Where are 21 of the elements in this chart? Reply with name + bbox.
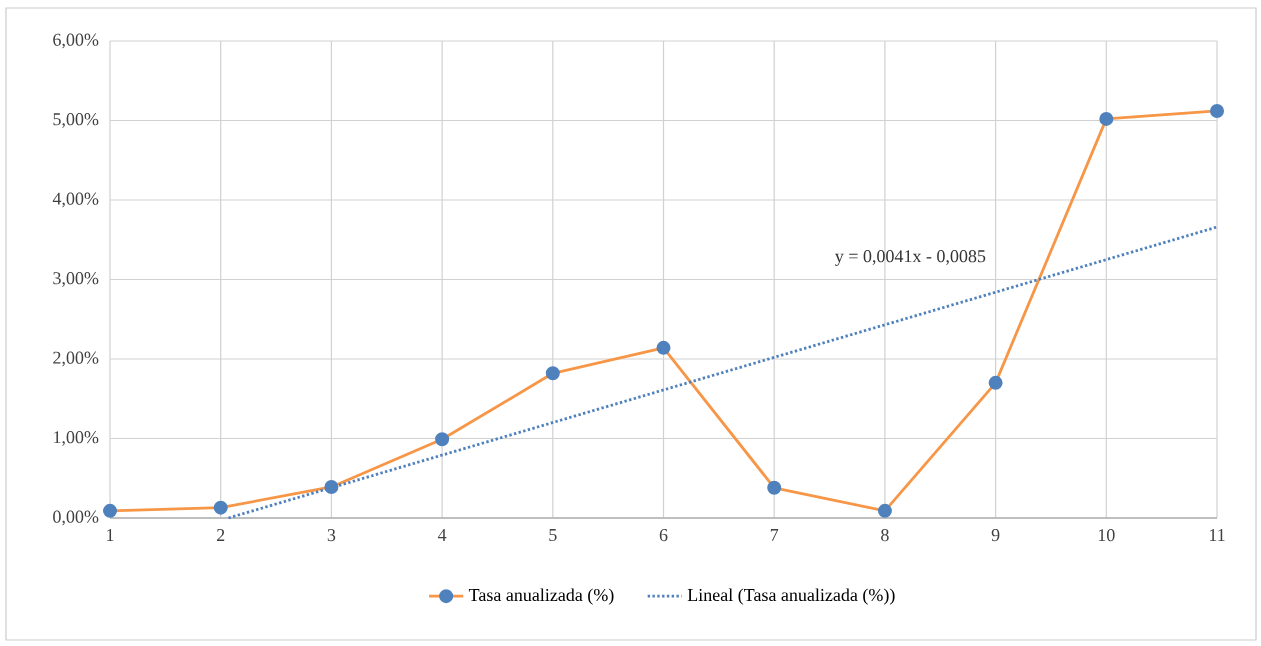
- y-tick-label: 1,00%: [54, 431, 99, 446]
- y-tick-label: 6,00%: [53, 33, 99, 49]
- annotation: y = 0,0041x - 0,0085: [835, 250, 986, 266]
- y-tick-label: 5,00%: [53, 113, 99, 128]
- x-tick-label: 10: [1098, 529, 1115, 542]
- x-tick-label: 3: [327, 529, 336, 542]
- y-tick-label: 3,00%: [53, 272, 99, 287]
- y-tick-label: 0,00%: [53, 510, 99, 526]
- x-tick-label: 9: [991, 529, 1000, 542]
- x-tick-label: 4: [437, 529, 447, 541]
- legend-label: Lineal (Tasa anualizada (%)): [687, 588, 895, 605]
- y-tick-label: 4,00%: [52, 192, 99, 208]
- x-tick-label: 7: [770, 529, 779, 541]
- y-tick-label: 2,00%: [53, 351, 99, 367]
- x-tick-label: 5: [549, 529, 557, 542]
- x-tick-label: 8: [881, 529, 889, 542]
- x-tick-label: 11: [1209, 529, 1225, 541]
- x-tick-label: 6: [659, 529, 668, 542]
- legend-label: Tasa anualizada (%): [468, 588, 614, 605]
- x-tick-label: 2: [217, 529, 225, 541]
- x-tick-label: 1: [107, 529, 114, 541]
